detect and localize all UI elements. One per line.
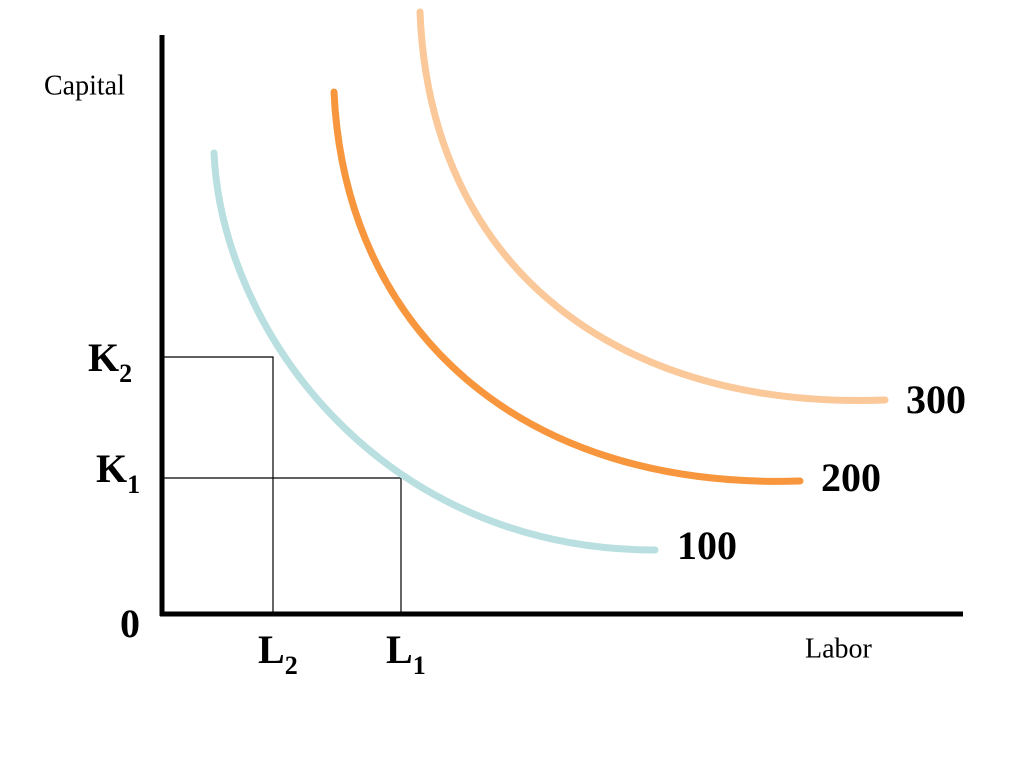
guide-line — [162, 356, 274, 614]
label-sub: 1 — [127, 470, 140, 499]
x-point-label: L1 — [386, 627, 426, 680]
origin-label: 0 — [120, 601, 140, 646]
isoquant-curve — [330, 88, 804, 485]
label-main: K — [88, 335, 119, 380]
y-point-label: K1 — [96, 446, 140, 499]
isoquant-curve — [416, 8, 889, 404]
label-main: L — [386, 627, 413, 672]
label-sub: 2 — [285, 651, 298, 680]
isoquant-label: 100 — [677, 523, 737, 568]
y-axis-title: Capital — [44, 70, 125, 101]
x-axis-title: Labor — [805, 633, 873, 664]
x-point-label: L2 — [258, 627, 298, 680]
isoquant-curve — [210, 149, 659, 554]
y-point-label: K2 — [88, 335, 132, 388]
guide-line — [162, 477, 402, 614]
isoquant-label: 200 — [821, 455, 881, 500]
label-main: L — [258, 627, 285, 672]
label-sub: 2 — [119, 359, 132, 388]
label-sub: 1 — [413, 651, 426, 680]
label-main: K — [96, 446, 127, 491]
isoquant-label: 300 — [906, 377, 966, 422]
